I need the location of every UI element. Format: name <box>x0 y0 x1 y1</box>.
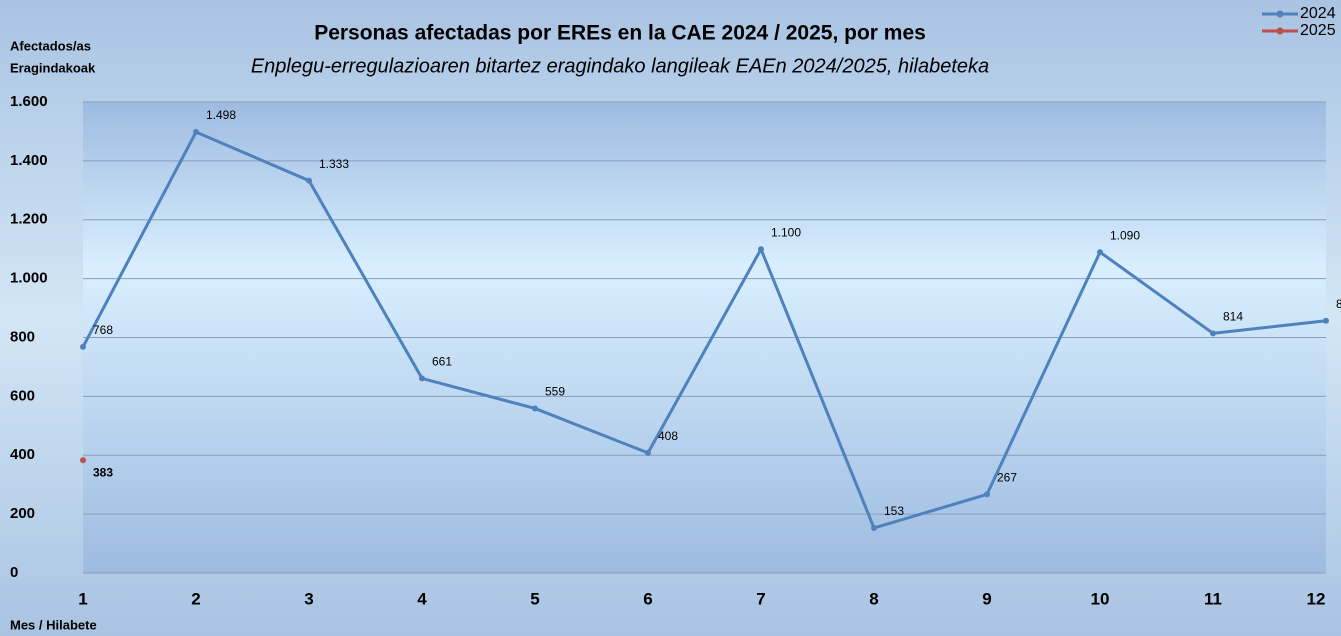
data-label: 768 <box>93 323 113 337</box>
data-label: 153 <box>884 504 904 518</box>
point <box>193 129 199 136</box>
y-axis-label: Eragindakoak <box>10 60 96 75</box>
point <box>80 457 86 464</box>
point <box>871 524 877 531</box>
point <box>1210 330 1216 337</box>
x-axis-label: Mes / Hilabete <box>10 617 97 632</box>
x-tick-label: 5 <box>530 589 539 608</box>
x-tick-label: 12 <box>1307 589 1326 608</box>
chart-subtitle: Enplegu-erregulazioaren bitartez eragind… <box>251 55 989 77</box>
x-tick-label: 6 <box>643 589 652 608</box>
data-label: 267 <box>997 471 1017 485</box>
data-label: 1.090 <box>1110 228 1140 242</box>
data-label: 814 <box>1223 310 1243 324</box>
data-label: 1.333 <box>319 157 349 171</box>
x-tick-label: 1 <box>78 589 87 608</box>
point <box>80 343 86 350</box>
point <box>306 177 312 184</box>
y-tick-label: 0 <box>10 564 18 581</box>
chart-title: Personas afectadas por EREs en la CAE 20… <box>314 22 926 45</box>
point <box>419 375 425 382</box>
legend-marker <box>1276 10 1284 18</box>
point <box>1323 317 1329 324</box>
y-tick-label: 1.000 <box>10 270 48 287</box>
x-tick-label: 11 <box>1204 589 1222 608</box>
data-label: 661 <box>432 355 452 369</box>
data-label: 559 <box>545 385 565 399</box>
y-tick-label: 1.600 <box>10 93 48 110</box>
y-tick-label: 1.400 <box>10 152 48 169</box>
y-tick-label: 1.200 <box>10 211 48 228</box>
data-label: 1.100 <box>771 225 801 239</box>
point <box>984 491 990 498</box>
data-label: 408 <box>658 429 678 443</box>
y-axis-label: Afectados/as <box>10 38 91 53</box>
y-tick-label: 800 <box>10 328 35 345</box>
x-tick-label: 4 <box>417 589 427 608</box>
legend-marker <box>1276 27 1284 35</box>
x-tick-label: 8 <box>869 589 878 608</box>
point <box>532 405 538 412</box>
point <box>1097 249 1103 256</box>
y-tick-label: 400 <box>10 446 35 463</box>
point <box>645 449 651 456</box>
legend-label: 2024 <box>1300 5 1336 22</box>
data-label: 383 <box>93 465 113 479</box>
legend-label: 2025 <box>1300 22 1336 39</box>
x-tick-label: 10 <box>1091 589 1110 608</box>
x-tick-label: 9 <box>982 589 991 608</box>
y-tick-label: 200 <box>10 505 35 522</box>
x-tick-label: 2 <box>191 589 200 608</box>
line-series <box>81 130 1327 530</box>
y-tick-label: 600 <box>10 387 35 404</box>
point <box>758 246 764 253</box>
x-tick-label: 7 <box>756 589 765 608</box>
data-label: 857 <box>1336 297 1341 311</box>
data-label: 1.498 <box>206 108 236 122</box>
x-tick-label: 3 <box>304 589 313 608</box>
